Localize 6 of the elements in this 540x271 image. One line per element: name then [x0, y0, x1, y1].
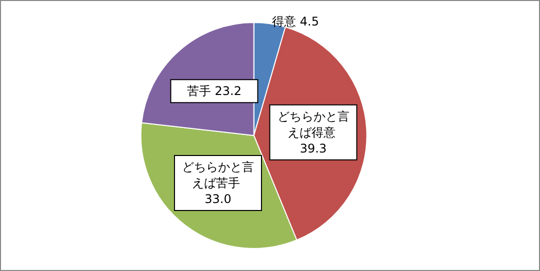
slice-label: 苦手 23.2: [186, 84, 242, 98]
slice-label: どちらかと言えば苦手: [182, 160, 254, 190]
slice-label: 得意 4.5: [272, 14, 319, 29]
data-label: 39.3: [300, 141, 327, 156]
slice-label: どちらかと言えば得意: [277, 109, 350, 140]
data-label: 33.0: [204, 192, 232, 206]
